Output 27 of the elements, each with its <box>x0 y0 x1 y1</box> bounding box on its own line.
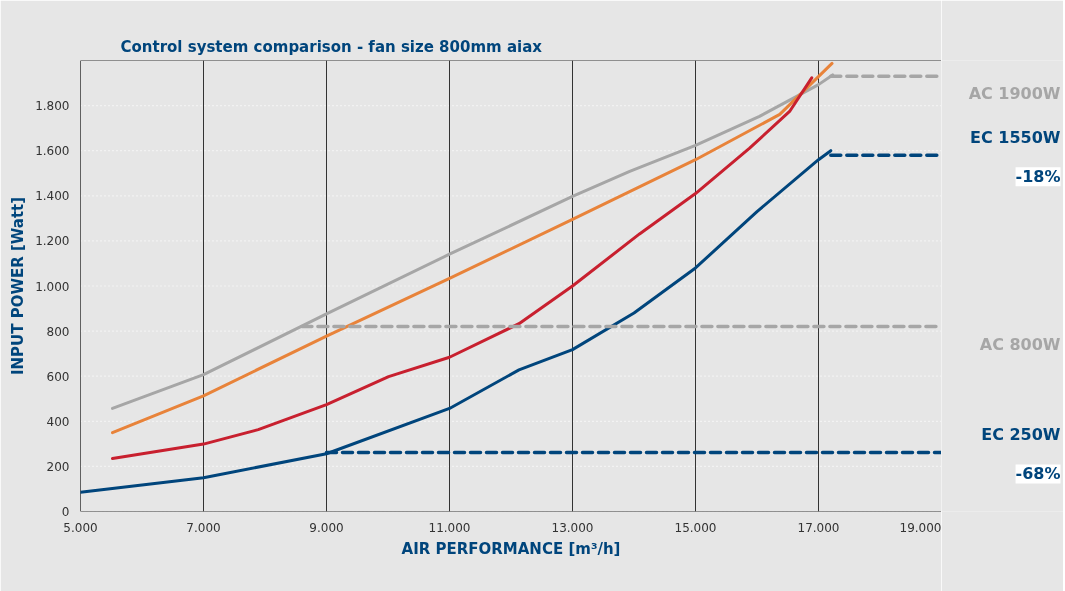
y-tick-label: 1.000 <box>35 279 70 294</box>
y-tick-label: 1.400 <box>35 189 70 204</box>
series-label: EC 1550W <box>970 128 1061 148</box>
y-tick-label: 0 <box>61 505 70 519</box>
y-tick-label: 1.800 <box>35 99 70 114</box>
y-tick-label: 800 <box>46 324 70 339</box>
x-tick-label: 7.000 <box>186 520 221 535</box>
x-tick-label: 19.000 <box>899 520 942 535</box>
x-tick-label: 11.000 <box>428 520 471 535</box>
y-tick-label: 1.600 <box>35 144 70 159</box>
chart-title: Control system comparison - fan size 800mm aiax <box>120 37 543 56</box>
x-tick-label: 13.000 <box>551 520 594 535</box>
x-tick-label: 15.000 <box>674 520 717 535</box>
text: -68% <box>1015 464 1061 484</box>
x-tick-label: 5.000 <box>63 520 98 535</box>
series-label: AC 1900W <box>968 84 1061 104</box>
y-tick-label: 400 <box>46 414 70 429</box>
y-tick-label: 1.200 <box>35 234 70 249</box>
text: EC 250W <box>981 425 1061 445</box>
text: AC 800W <box>979 334 1061 354</box>
y-axis-title: INPUT POWER [Watt] <box>9 196 28 376</box>
x-tick-label: 9.000 <box>309 520 344 535</box>
x-tick-label: 17.000 <box>797 520 840 535</box>
y-tick-label: 600 <box>46 369 70 384</box>
text: -18% <box>1015 167 1061 187</box>
y-tick-label: 200 <box>46 459 70 474</box>
x-axis-title: AIR PERFORMANCE [m³/h] <box>401 539 621 558</box>
